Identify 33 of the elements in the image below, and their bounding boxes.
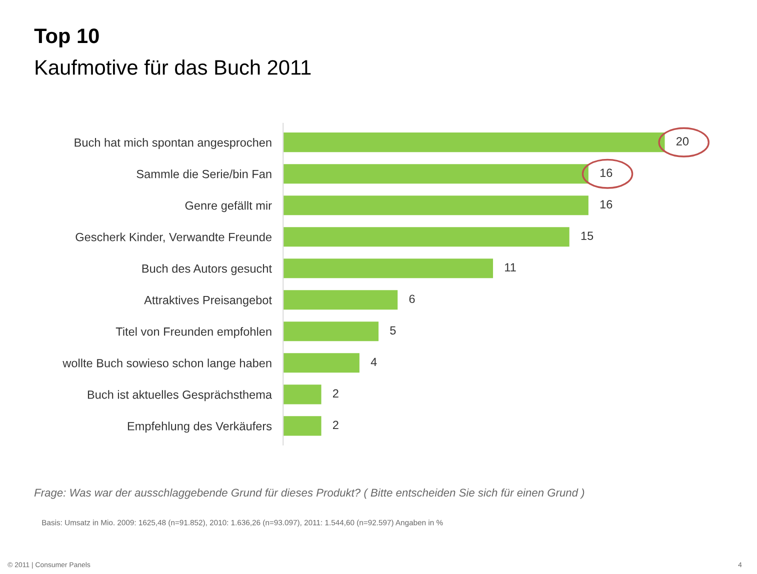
bar [283, 164, 588, 184]
bar [283, 258, 494, 278]
data-label: 4 [370, 358, 377, 366]
data-label: 16 [600, 200, 612, 209]
bar [283, 227, 570, 247]
y-tick-label: Buch des Autors gesucht [142, 264, 272, 276]
data-label: 11 [505, 263, 516, 272]
chart-subtitle: Kaufmotive für das Buch 2011 [36, 60, 311, 75]
bar [283, 132, 665, 152]
y-tick-label: Genre gefällt mir [185, 201, 272, 212]
data-label: 20 [676, 137, 689, 146]
data-label: 2 [332, 420, 338, 429]
y-tick-label: Titel von Freunden empfohlen [116, 327, 272, 338]
bar [283, 290, 398, 310]
bar [283, 322, 379, 342]
data-label: 15 [581, 232, 594, 240]
y-tick-label: Sammle die Serie/bin Fan [136, 170, 272, 178]
y-tick-label: wollte Buch sowieso schon lange haben [62, 358, 272, 370]
data-label: 2 [332, 389, 338, 398]
y-tick-label: Buch hat mich spontan angesprochen [74, 138, 272, 150]
y-tick-label: Buch ist aktuelles Gesprächsthema [88, 390, 272, 402]
text: Top 10 [34, 28, 99, 48]
bar [283, 416, 322, 436]
data-label: 16 [600, 168, 612, 177]
text: Frage: Was war der ausschlaggebende Grund für dieses Produkt? ( Bitte entscheiden Sie sich für einen Grund ) [34, 488, 584, 499]
y-tick-label: Gescherk Kinder, Verwandte Freunde [76, 232, 272, 243]
bar [283, 384, 322, 404]
y-tick-label: Attraktives Preisangebot [144, 296, 272, 307]
bar [283, 196, 588, 216]
data-label: 6 [409, 294, 415, 304]
data-label: 5 [390, 326, 396, 335]
bar [283, 353, 360, 373]
y-tick-label: Empfehlung des Verkäufers [128, 422, 272, 433]
